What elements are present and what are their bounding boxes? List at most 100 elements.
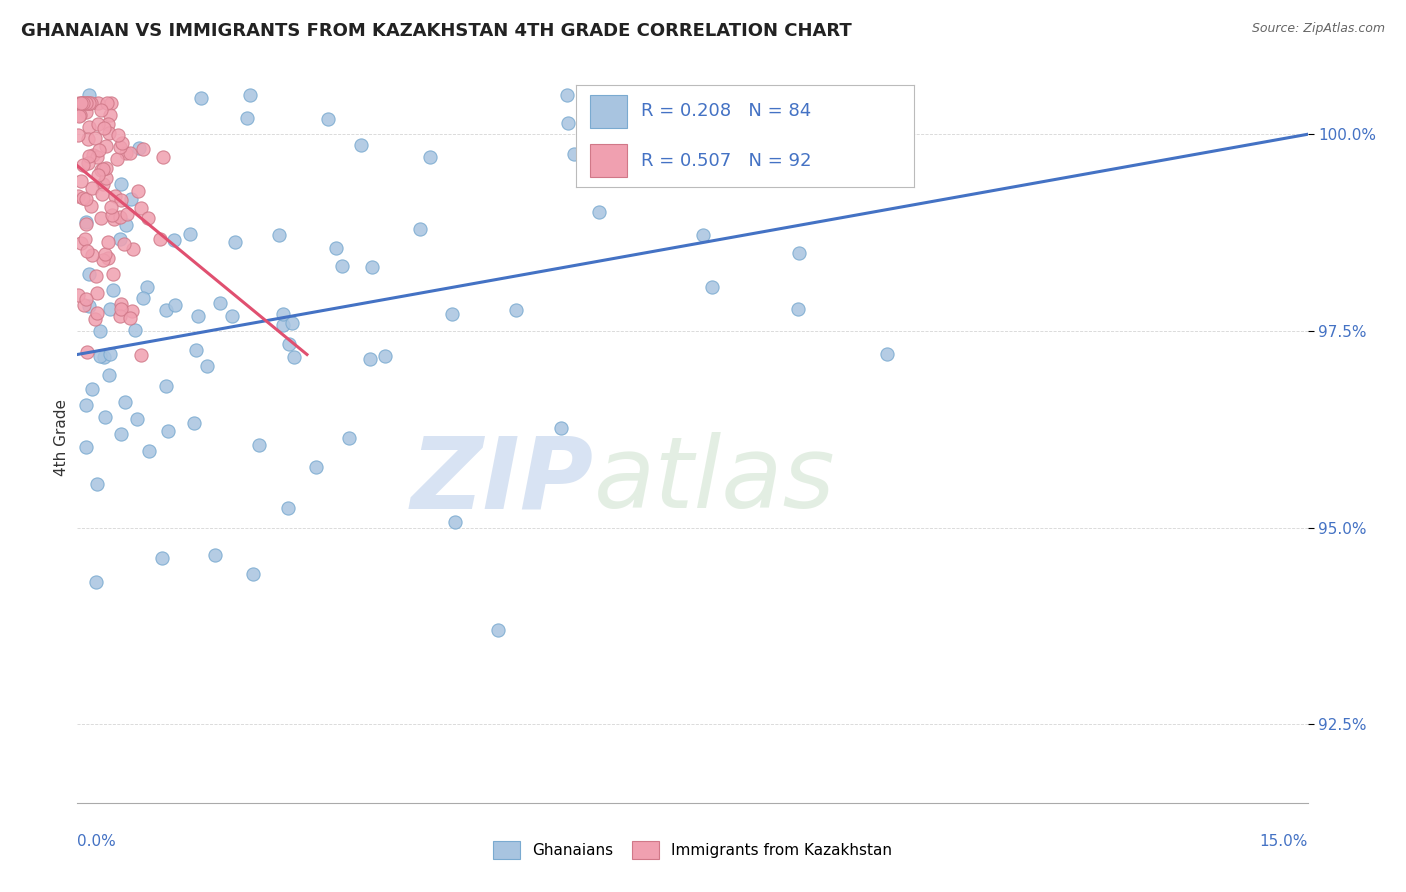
Point xyxy=(98,108,121,122)
Point xyxy=(127,184,149,198)
Text: R = 0.208   N = 84: R = 0.208 N = 84 xyxy=(641,103,811,120)
Point xyxy=(86,306,108,320)
Point xyxy=(87,117,110,131)
Point xyxy=(122,243,145,257)
Text: Source: ZipAtlas.com: Source: ZipAtlas.com xyxy=(1251,22,1385,36)
Point xyxy=(112,236,135,251)
Point xyxy=(76,344,98,359)
Point xyxy=(101,283,124,297)
Point xyxy=(89,349,111,363)
Point xyxy=(75,104,97,119)
Point xyxy=(787,246,810,260)
Point xyxy=(562,147,585,161)
Point xyxy=(108,210,131,224)
Point xyxy=(278,336,301,351)
Point xyxy=(77,95,100,110)
Point xyxy=(76,244,98,258)
Point xyxy=(409,221,432,235)
Point xyxy=(67,109,90,123)
Point xyxy=(90,211,112,226)
Point xyxy=(316,112,339,127)
Point xyxy=(110,297,132,311)
Point xyxy=(105,153,128,167)
Point xyxy=(67,128,90,142)
Point xyxy=(80,181,103,195)
Point xyxy=(488,624,510,638)
Point xyxy=(337,431,360,445)
Point xyxy=(96,117,118,131)
Point xyxy=(67,288,90,302)
Point xyxy=(550,421,572,435)
Point xyxy=(118,311,141,326)
Point xyxy=(114,218,136,232)
Point xyxy=(77,132,100,146)
Point xyxy=(87,143,110,157)
Point xyxy=(75,440,97,454)
Point xyxy=(87,95,110,110)
Point xyxy=(440,307,463,321)
Point xyxy=(236,111,259,125)
Point xyxy=(82,382,104,396)
Point xyxy=(75,215,97,229)
Point xyxy=(132,143,155,157)
Y-axis label: 4th Grade: 4th Grade xyxy=(53,399,69,475)
Point xyxy=(96,95,118,110)
Text: R = 0.507   N = 92: R = 0.507 N = 92 xyxy=(641,152,811,169)
Text: ZIP: ZIP xyxy=(411,433,595,530)
Point xyxy=(76,156,98,170)
Point xyxy=(841,171,863,186)
Point xyxy=(129,201,152,215)
Point xyxy=(82,248,104,262)
Point xyxy=(700,279,723,293)
Point xyxy=(124,323,146,337)
Point xyxy=(75,217,97,231)
Point xyxy=(359,351,381,366)
Point xyxy=(131,291,153,305)
Point xyxy=(350,137,373,152)
Point xyxy=(100,200,122,214)
Point xyxy=(90,103,112,117)
Point xyxy=(876,347,898,361)
Point xyxy=(72,298,94,312)
Point xyxy=(110,136,132,150)
Point xyxy=(505,302,527,317)
Point xyxy=(79,267,101,281)
Point xyxy=(79,95,101,110)
Point xyxy=(162,233,184,247)
Point xyxy=(100,95,122,110)
Point xyxy=(273,318,295,332)
Point xyxy=(136,211,159,225)
Point xyxy=(277,500,299,515)
Point xyxy=(108,231,131,245)
Point xyxy=(179,227,201,242)
Point xyxy=(183,416,205,430)
Point xyxy=(117,207,139,221)
Point xyxy=(121,303,143,318)
Point xyxy=(93,410,115,425)
Point xyxy=(155,302,177,317)
Point xyxy=(195,359,218,374)
Point xyxy=(239,87,262,102)
Point xyxy=(149,232,172,246)
Point xyxy=(75,232,97,246)
Point xyxy=(86,286,108,301)
Point xyxy=(110,193,132,207)
Text: GHANAIAN VS IMMIGRANTS FROM KAZAKHSTAN 4TH GRADE CORRELATION CHART: GHANAIAN VS IMMIGRANTS FROM KAZAKHSTAN 4… xyxy=(21,22,852,40)
Point xyxy=(325,241,347,255)
Point xyxy=(77,87,100,102)
Point xyxy=(69,95,91,110)
Point xyxy=(221,310,243,324)
Point xyxy=(75,398,97,412)
Point xyxy=(70,174,93,188)
Point xyxy=(108,310,131,324)
Point xyxy=(242,567,264,582)
Point xyxy=(107,128,129,142)
Point xyxy=(94,170,117,185)
Point xyxy=(97,251,120,265)
Point xyxy=(273,307,295,321)
Point xyxy=(80,95,103,110)
Point xyxy=(72,158,94,172)
Point xyxy=(91,177,114,191)
Point xyxy=(93,121,115,136)
Point xyxy=(75,95,97,110)
